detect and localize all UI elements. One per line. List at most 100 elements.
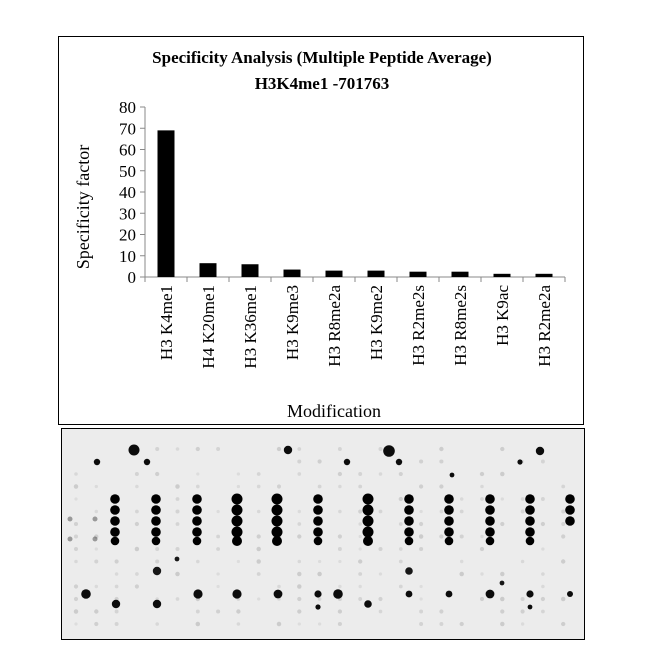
- blot-spot: [418, 534, 424, 539]
- blot-spot: [276, 446, 282, 452]
- blot-spot: [273, 589, 283, 599]
- blot-spot: [561, 484, 566, 489]
- blot-spot: [313, 527, 323, 537]
- x-tick-label: H3 K9ac: [493, 285, 512, 346]
- blot-spot: [485, 505, 495, 515]
- blot-spot: [439, 446, 444, 452]
- blot-spot: [398, 547, 403, 551]
- blot-spot: [175, 522, 180, 526]
- blot-spot: [560, 559, 566, 564]
- blot-spot: [216, 572, 220, 576]
- blot-spot: [445, 590, 453, 598]
- blot-spot: [73, 521, 79, 527]
- blot-spot: [395, 458, 403, 466]
- blot-spot: [216, 447, 221, 451]
- blot-spot: [439, 534, 444, 539]
- blot-spot: [479, 596, 485, 602]
- blot-spot: [317, 597, 322, 601]
- blot-spot: [135, 484, 139, 489]
- x-tick-label: H4 K20me1: [199, 285, 218, 369]
- blot-spot: [525, 505, 535, 515]
- blot-spot: [93, 458, 101, 466]
- x-tick-label: H3 K4me1: [157, 285, 176, 360]
- blot-spot: [192, 505, 202, 515]
- blot-spot: [110, 536, 120, 546]
- blot-spot: [314, 590, 322, 598]
- blot-spot: [81, 589, 91, 599]
- y-tick-label: 80: [119, 98, 136, 117]
- blot-spot: [151, 516, 161, 526]
- blot-spot: [419, 584, 423, 589]
- blot-spot: [110, 494, 120, 504]
- blot-spot: [405, 567, 413, 575]
- blot-spot: [135, 509, 139, 514]
- blot-spot: [459, 559, 464, 564]
- blot-spot: [378, 472, 383, 476]
- blot-spot: [338, 484, 342, 489]
- blot-spot: [364, 600, 372, 608]
- blot-spot: [94, 584, 99, 589]
- blot-spot: [520, 509, 525, 514]
- blot-spot: [134, 472, 139, 476]
- blot-spot: [398, 522, 403, 526]
- x-tick-label: H3 R8me2s: [451, 285, 470, 366]
- blot-spot: [459, 534, 464, 539]
- blot-spot: [485, 516, 495, 526]
- blot-spot: [151, 494, 161, 504]
- blot-spot: [297, 447, 302, 451]
- blot-spot: [378, 546, 383, 552]
- blot-spot: [419, 509, 423, 514]
- blot-spot: [444, 494, 454, 504]
- peptide-array-blot: [61, 428, 585, 640]
- blot-spot: [257, 597, 261, 601]
- blot-spot: [333, 589, 343, 599]
- blot-spot: [232, 536, 242, 546]
- blot-spot: [317, 571, 322, 577]
- blot-spot: [231, 515, 243, 527]
- blot-spot: [297, 534, 302, 539]
- blot-spot: [337, 621, 342, 627]
- blot-spot: [444, 536, 454, 546]
- y-tick-label: 40: [119, 183, 136, 202]
- blot-spot: [73, 584, 79, 589]
- blot-spot: [541, 609, 545, 614]
- blot-spot: [561, 509, 566, 514]
- blot-spot: [195, 484, 200, 489]
- blot-spot: [297, 509, 302, 514]
- blot-spot: [271, 526, 283, 538]
- blot-spot: [317, 484, 322, 489]
- blot-spot: [135, 572, 139, 576]
- blot-spot: [439, 484, 444, 489]
- blot-spot: [500, 571, 505, 577]
- chart-title: Specificity Analysis (Multiple Peptide A…: [152, 48, 492, 67]
- blot-spot: [500, 609, 505, 614]
- blot-spot: [362, 515, 374, 527]
- blot-spot: [405, 590, 413, 598]
- blot-spot: [152, 566, 162, 576]
- blot-spot: [128, 444, 140, 456]
- blot-spot: [317, 622, 322, 626]
- blot-spot: [526, 590, 534, 598]
- blot-spot: [540, 497, 545, 501]
- blot-spot: [155, 446, 160, 452]
- blot-spot: [419, 546, 424, 552]
- blot-spot: [195, 609, 200, 614]
- y-tick-label: 70: [119, 119, 136, 138]
- blot-spot: [499, 580, 505, 586]
- blot-spot: [500, 621, 505, 627]
- blot-spot: [541, 572, 545, 576]
- blot-spot: [439, 459, 444, 464]
- blot-spot: [73, 609, 79, 614]
- blot-spot: [256, 534, 261, 539]
- blot-spot: [256, 472, 261, 476]
- blot-spot: [337, 471, 343, 477]
- y-tick-label: 20: [119, 226, 136, 245]
- blot-spot: [74, 472, 78, 476]
- x-tick-label: H3 R8me2a: [325, 285, 344, 367]
- blot-spot: [155, 547, 160, 551]
- blot-spot: [231, 504, 243, 516]
- blot-spot: [362, 493, 374, 505]
- blot-spot: [111, 599, 121, 609]
- blot-spot: [94, 621, 99, 627]
- blot-spot: [500, 596, 505, 602]
